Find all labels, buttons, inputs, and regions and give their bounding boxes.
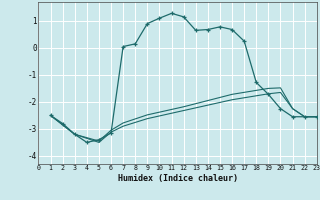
- X-axis label: Humidex (Indice chaleur): Humidex (Indice chaleur): [118, 174, 238, 183]
